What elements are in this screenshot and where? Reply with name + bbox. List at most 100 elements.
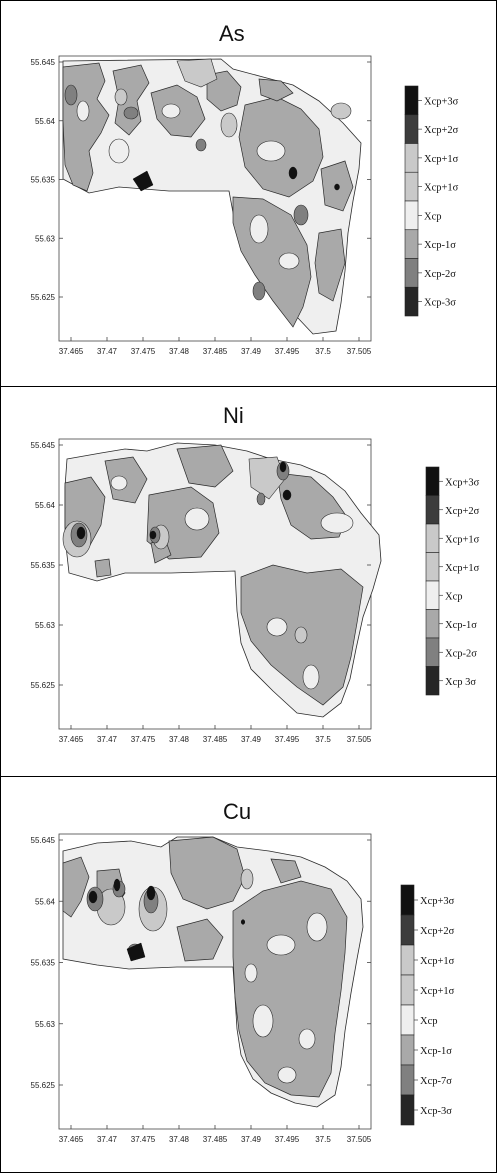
legend-swatch [404,286,419,317]
x-tick-label: 37.465 [59,347,84,356]
legend-swatch [400,944,415,976]
axes-cu: 37.465 37.47 37.475 37.48 37.485 37.49 37.495 3… [31,836,372,1144]
legend-swatch [425,666,440,696]
y-tick-label: 55.635 [31,959,56,968]
legend-label: Xcp+1σ [424,183,459,194]
x-tick-label: 37.475 [131,735,156,744]
x-tick-label: 37.505 [347,347,372,356]
x-tick-label: 37.48 [169,735,190,744]
legend-swatch [404,85,419,116]
legend-label: Xcp-7σ [420,1076,452,1087]
legend-cu: Xcp+3σ Xcp+2σ Xcp+1σ Xcp+1σ Xcp Xcp-1σ Xcp-7σ X… [400,884,455,1126]
legend-swatch [404,114,419,144]
legend-label: Xcp [445,591,463,602]
x-tick-label: 37.49 [241,347,262,356]
y-tick-label: 55.645 [31,441,56,450]
legend-label: Xcp [424,211,442,222]
y-tick-label: 55.645 [31,836,56,845]
class-extreme-spots [88,878,246,962]
legend-swatch [404,143,419,173]
y-tick-label: 55.625 [31,681,56,690]
legend-label: Xcp+3σ [420,896,455,907]
legend-label: Xcp+2σ [420,926,455,937]
axes-as: 37.465 37.47 37.475 37.48 37.485 37.49 37.495 3… [31,58,372,356]
legend-label: Xcp+2σ [424,125,459,136]
x-tick-label: 37.49 [241,735,262,744]
legend-label: Xcp+3σ [445,477,480,488]
y-tick-label: 55.645 [31,58,56,67]
legend-swatch [400,1094,415,1126]
legend-swatch [425,495,440,525]
legend-label: Xcp+2σ [445,506,480,517]
x-tick-label: 37.48 [169,347,190,356]
legend-swatch [404,171,419,202]
axes-ni: 37.465 37.47 37.475 37.48 37.485 37.49 37.495 3… [31,441,372,744]
legend-swatch [404,258,419,288]
x-tick-label: 37.48 [169,1135,190,1144]
x-tick-label: 37.5 [315,347,331,356]
legend-label: Xcp-3σ [420,1106,452,1117]
legend-label: Xcp-1σ [445,620,477,631]
y-tick-label: 55.635 [31,561,56,570]
panel-title: Ni [223,403,244,428]
map-figure-as: As [31,21,459,356]
x-tick-label: 37.47 [97,347,118,356]
x-tick-label: 37.495 [275,735,300,744]
class-minus2-regions [64,84,309,301]
panel-title: As [219,21,245,46]
class-extreme-spots [132,166,340,192]
map-figure-ni: Ni [31,403,480,744]
legend-swatch [425,466,440,496]
y-tick-label: 55.63 [35,234,56,243]
y-tick-label: 55.64 [35,117,56,126]
x-tick-label: 37.465 [59,1135,84,1144]
y-tick-label: 55.63 [35,1020,56,1029]
legend-label: Xcp-1σ [420,1046,452,1057]
x-tick-label: 37.475 [131,1135,156,1144]
legend-label: Xcp-2σ [445,648,477,659]
legend-as: Xcp+3σ Xcp+2σ Xcp+1σ Xcp+1σ Xcp Xcp-1σ Xcp-2σ X… [404,85,459,317]
class-mean-islands [244,912,328,1084]
y-tick-label: 55.625 [31,1081,56,1090]
y-tick-label: 55.625 [31,293,56,302]
legend-swatch [425,552,440,582]
x-tick-label: 37.475 [131,347,156,356]
legend-label: Xcp-2σ [424,269,456,280]
legend-label: Xcp [420,1016,438,1027]
map-figure-cu: Cu [31,799,455,1144]
legend-label: Xcp+1σ [445,534,480,545]
legend-swatch [400,914,415,946]
map-panel-cu: Cu [0,776,497,1173]
legend-swatch [400,1064,415,1096]
y-tick-label: 55.635 [31,176,56,185]
legend-swatch [425,523,440,553]
class-mean-islands [76,100,300,270]
class-minus1-regions [64,444,364,706]
legend-label: Xcp-1σ [424,240,456,251]
x-tick-label: 37.505 [347,735,372,744]
legend-swatch [404,229,419,259]
x-tick-label: 37.47 [97,1135,118,1144]
legend-label: Xcp-3σ [424,298,456,309]
x-tick-label: 37.485 [203,1135,228,1144]
legend-label: Xcp+3σ [424,96,459,107]
legend-swatch [400,974,415,1006]
class-plus1-regions [114,58,352,138]
legend-swatch [404,200,419,231]
x-tick-label: 37.5 [315,735,331,744]
map-panel-as: As [0,0,497,387]
legend-swatch [400,1004,415,1036]
x-tick-label: 37.505 [347,1135,372,1144]
legend-swatch [400,884,415,916]
legend-swatch [425,609,440,639]
x-tick-label: 37.5 [315,1135,331,1144]
x-tick-label: 37.485 [203,347,228,356]
legend-label: Xcp 3σ [445,677,476,688]
legend-ni: Xcp+3σ Xcp+2σ Xcp+1σ Xcp+1σ Xcp Xcp-1σ Xcp-2σ X… [425,466,480,696]
class-extreme-spots [76,461,292,540]
x-tick-label: 37.49 [241,1135,262,1144]
x-tick-label: 37.47 [97,735,118,744]
y-tick-label: 55.63 [35,621,56,630]
legend-label: Xcp+1σ [420,956,455,967]
legend-swatch [425,580,440,610]
